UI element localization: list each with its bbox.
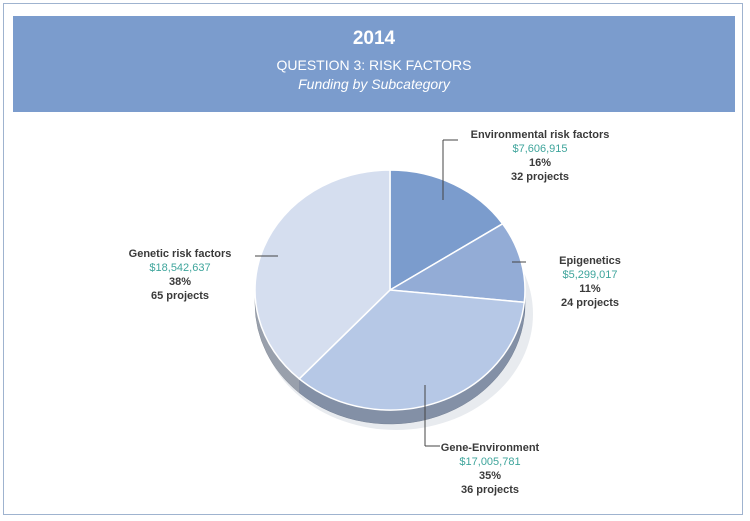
slice-label-epigenetics: Epigenetics $5,299,017 11% 24 projects [530, 254, 650, 310]
slice-projects: 65 projects [150, 290, 210, 302]
chart-subtitle: QUESTION 3: RISK FACTORS [276, 57, 472, 73]
slice-projects: 32 projects [510, 171, 570, 183]
slice-projects: 36 projects [460, 484, 520, 496]
slice-percent: 38% [168, 276, 192, 288]
slice-name: Epigenetics [559, 255, 621, 267]
pie-slice [389, 169, 504, 292]
pie-slice [387, 222, 526, 304]
slice-amount: $5,299,017 [562, 269, 618, 281]
slice-amount: $7,606,915 [512, 143, 568, 155]
slice-percent: 35% [478, 470, 502, 482]
slice-percent: 16% [528, 157, 552, 169]
chart-caption: Funding by Subcategory [298, 76, 450, 92]
pie-slice [298, 289, 526, 411]
slice-name: Gene-Environment [440, 442, 540, 454]
slice-projects: 24 projects [560, 297, 620, 309]
slice-label-gene-environment: Gene-Environment $17,005,781 35% 36 proj… [420, 441, 560, 497]
slice-label-environmental: Environmental risk factors $7,606,915 16… [455, 128, 625, 184]
chart-year: 2014 [352, 28, 396, 49]
pie-slice [254, 169, 391, 380]
slice-amount: $17,005,781 [459, 456, 521, 468]
slice-label-genetic: Genetic risk factors $18,542,637 38% 65 … [100, 247, 260, 303]
slice-amount: $18,542,637 [149, 262, 211, 274]
slice-name: Environmental risk factors [470, 129, 610, 141]
chart-header-banner: 2014 QUESTION 3: RISK FACTORS Funding by… [13, 16, 735, 112]
slice-percent: 11% [579, 283, 601, 295]
slice-name: Genetic risk factors [128, 248, 232, 260]
